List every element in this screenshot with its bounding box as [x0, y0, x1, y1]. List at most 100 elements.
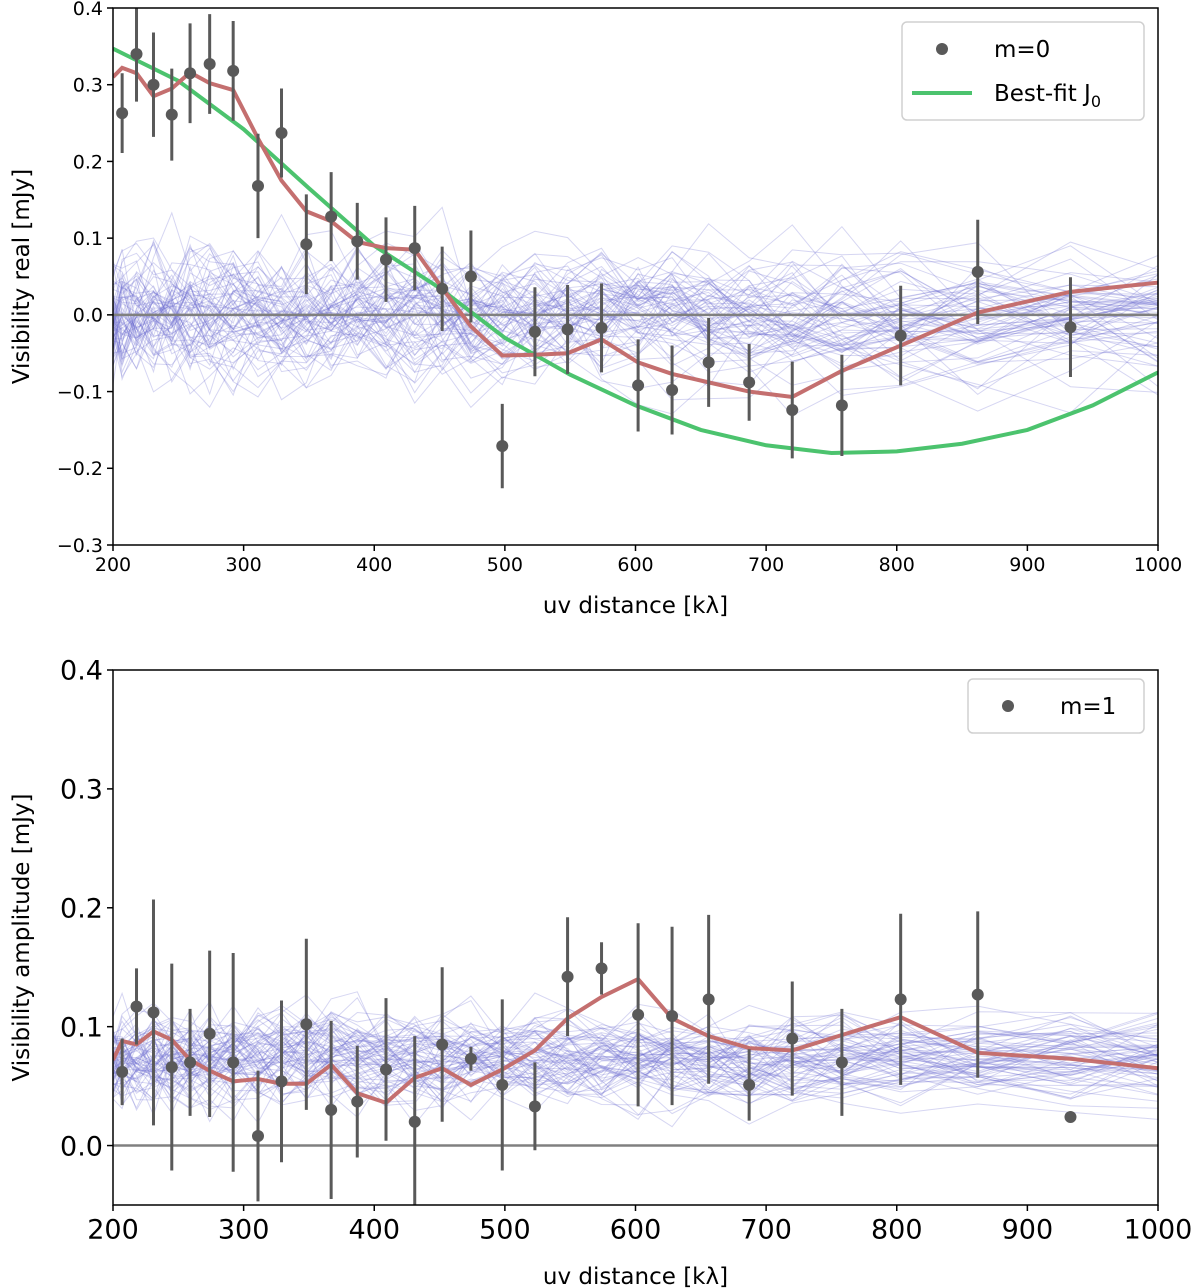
noise-line: [113, 265, 1158, 394]
data-point: [464, 270, 477, 283]
legend-box: [967, 678, 1145, 734]
y-axis: −0.3 −0.2 −0.1 0.0 0.1 0.2 0.3 0.4: [57, 0, 113, 557]
data-point: [743, 376, 756, 389]
data-point: [325, 210, 338, 223]
data-point: [786, 1032, 799, 1045]
legend: m=0 Best-fit J0: [901, 21, 1145, 121]
y-tick-label: 0.1: [60, 1012, 103, 1043]
y-tick-label: 0.4: [73, 0, 103, 20]
data-points: [116, 8, 1077, 489]
data-point: [203, 58, 216, 71]
noise-line: [113, 260, 1158, 389]
data-point: [380, 1063, 393, 1076]
data-point: [835, 1056, 848, 1069]
legend-label: Best-fit J0: [994, 81, 1101, 111]
data-point: [300, 238, 313, 251]
x-tick-label: 300: [225, 554, 261, 576]
data-point: [251, 179, 264, 192]
x-tick-label: 500: [479, 1215, 531, 1246]
noise-line: [113, 260, 1158, 373]
x-tick-label: 600: [617, 554, 653, 576]
data-point: [275, 1075, 288, 1088]
noise-line: [113, 302, 1158, 397]
data-point: [894, 329, 907, 342]
noise-line: [113, 273, 1158, 393]
data-point: [116, 107, 129, 120]
y-tick-label: −0.3: [57, 535, 103, 557]
x-axis-label: uv distance [kλ]: [543, 593, 728, 619]
x-tick-label: 200: [95, 554, 131, 576]
noise-line: [113, 249, 1158, 351]
y-tick-label: 0.4: [60, 656, 103, 687]
plot-area: [113, 8, 1158, 489]
data-point: [835, 399, 848, 412]
legend-marker: [1002, 700, 1014, 712]
axes-frame: [112, 669, 1159, 1206]
x-tick-label: 300: [218, 1215, 270, 1246]
data-point: [227, 1056, 240, 1069]
x-tick-label: 800: [879, 554, 915, 576]
data-point: [786, 403, 799, 416]
legend-box: [901, 21, 1145, 121]
data-point: [351, 235, 364, 248]
y-tick-label: 0.3: [60, 775, 103, 806]
x-tick-label: 500: [487, 554, 523, 576]
legend: m=1: [967, 678, 1145, 734]
data-point: [666, 1009, 679, 1022]
data-point: [561, 323, 574, 336]
x-tick-label: 600: [610, 1215, 662, 1246]
noise-line: [113, 239, 1158, 361]
y-axis: 0.0 0.1 0.2 0.3 0.4: [60, 656, 113, 1162]
data-point: [325, 1103, 338, 1116]
y-tick-label: 0.2: [73, 151, 103, 173]
noise-line: [113, 206, 1158, 368]
data-point: [408, 1115, 421, 1128]
data-point: [971, 988, 984, 1001]
data-point: [275, 127, 288, 140]
data-point: [184, 1056, 197, 1069]
data-point: [496, 1078, 509, 1091]
data-point: [116, 1065, 129, 1078]
noise-line: [113, 237, 1158, 373]
x-tick-label: 400: [356, 554, 392, 576]
noise-line: [113, 211, 1158, 394]
m0-panel: 200 300 400 500 600 700 800 900 1000 −0.3 −0.2 −0.1…: [9, 0, 1182, 619]
data-point: [165, 108, 178, 121]
data-point: [380, 253, 393, 266]
noise-line: [113, 261, 1158, 357]
y-tick-label: 0.1: [73, 228, 103, 250]
data-point: [528, 1100, 541, 1113]
data-point: [528, 325, 541, 338]
x-tick-label: 700: [740, 1215, 792, 1246]
y-tick-label: 0.2: [60, 893, 103, 924]
noise-line: [113, 278, 1158, 386]
data-point: [147, 1006, 160, 1019]
x-tick-label: 1000: [1124, 1215, 1193, 1246]
y-axis-label: Visibility amplitude [mJy]: [9, 794, 35, 1082]
noise-realizations: [113, 206, 1158, 417]
data-point: [743, 1078, 756, 1091]
x-tick-label: 200: [87, 1215, 139, 1246]
data-point: [702, 356, 715, 369]
y-tick-label: −0.1: [57, 381, 103, 403]
legend-label: m=0: [994, 37, 1050, 63]
noise-line: [113, 243, 1158, 367]
legend-label: m=1: [1060, 694, 1116, 720]
data-point: [971, 265, 984, 278]
y-tick-label: 0.0: [73, 305, 103, 327]
data-point: [894, 993, 907, 1006]
data-points: [116, 899, 1077, 1205]
noise-line: [113, 258, 1158, 368]
data-point: [130, 48, 143, 61]
data-point: [184, 67, 197, 80]
data-point: [300, 1018, 313, 1031]
noise-line: [113, 230, 1158, 372]
data-point: [227, 64, 240, 77]
y-tick-label: 0.0: [60, 1131, 103, 1162]
x-tick-label: 700: [748, 554, 784, 576]
noise-line: [113, 257, 1158, 369]
data-point: [464, 1052, 477, 1065]
bestfit-j0-line: [113, 46, 1158, 455]
x-tick-label: 1000: [1134, 554, 1182, 576]
data-point: [251, 1130, 264, 1143]
